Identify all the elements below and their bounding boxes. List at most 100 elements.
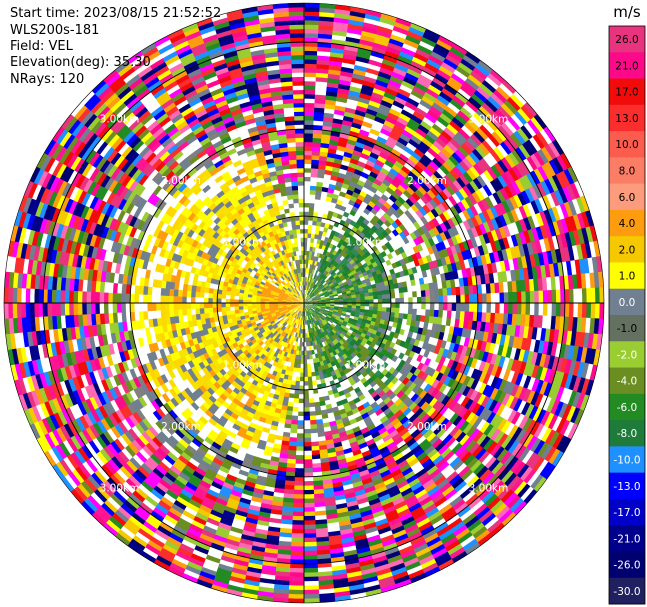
velocity-gate bbox=[446, 141, 459, 153]
velocity-gate bbox=[381, 95, 395, 105]
velocity-gate bbox=[334, 257, 340, 263]
velocity-gate bbox=[373, 83, 388, 93]
velocity-gate bbox=[303, 402, 310, 408]
velocity-gate bbox=[372, 120, 385, 129]
velocity-gate bbox=[334, 262, 340, 268]
velocity-gate bbox=[373, 222, 382, 230]
velocity-gate bbox=[295, 459, 304, 465]
velocity-gate bbox=[304, 289, 307, 295]
velocity-gate bbox=[310, 294, 315, 298]
velocity-gate bbox=[303, 511, 316, 517]
velocity-gate bbox=[529, 303, 535, 316]
velocity-gate bbox=[306, 290, 309, 295]
velocity-gate bbox=[491, 112, 506, 127]
velocity-gate bbox=[307, 291, 311, 296]
velocity-gate bbox=[304, 3, 321, 8]
velocity-gate bbox=[353, 187, 362, 195]
velocity-gate bbox=[364, 296, 370, 300]
velocity-gate bbox=[429, 105, 443, 117]
velocity-gate bbox=[308, 255, 312, 261]
velocity-gate bbox=[316, 50, 332, 57]
velocity-gate bbox=[433, 309, 439, 318]
velocity-gate bbox=[308, 268, 312, 274]
velocity-gate bbox=[377, 71, 392, 80]
velocity-gate bbox=[353, 168, 363, 177]
velocity-gate bbox=[406, 158, 417, 169]
velocity-gate bbox=[451, 303, 457, 312]
velocity-gate bbox=[304, 228, 309, 234]
velocity-gate bbox=[292, 402, 299, 408]
velocity-gate bbox=[315, 76, 329, 83]
velocity-gate bbox=[323, 275, 328, 281]
velocity-gate bbox=[303, 481, 314, 486]
velocity-gate bbox=[311, 224, 317, 231]
velocity-gate bbox=[429, 289, 435, 297]
velocity-gate bbox=[323, 116, 334, 123]
velocity-gate bbox=[325, 261, 331, 267]
velocity-gate bbox=[422, 66, 438, 78]
velocity-gate bbox=[305, 272, 308, 278]
velocity-gate bbox=[355, 198, 364, 206]
velocity-gate bbox=[408, 93, 423, 104]
velocity-gate bbox=[337, 248, 343, 254]
velocity-gate bbox=[344, 45, 359, 53]
velocity-gate bbox=[359, 190, 368, 198]
velocity-gate bbox=[380, 62, 396, 72]
velocity-gate bbox=[324, 222, 330, 229]
velocity-gate bbox=[319, 263, 324, 269]
velocity-gate bbox=[352, 68, 367, 77]
velocity-gate bbox=[412, 85, 427, 97]
velocity-gate bbox=[309, 411, 316, 417]
velocity-gate bbox=[365, 9, 383, 18]
velocity-gate bbox=[367, 104, 380, 113]
velocity-gate bbox=[443, 144, 456, 156]
velocity-gate bbox=[369, 128, 381, 137]
velocity-gate bbox=[319, 151, 329, 158]
velocity-gate bbox=[367, 200, 376, 209]
velocity-gate bbox=[322, 125, 333, 132]
velocity-gate bbox=[383, 219, 392, 228]
velocity-gate bbox=[347, 297, 353, 301]
velocity-gate bbox=[403, 297, 409, 304]
velocity-gate bbox=[293, 393, 300, 399]
velocity-gate bbox=[586, 287, 592, 304]
velocity-gate bbox=[358, 175, 368, 184]
velocity-gate bbox=[298, 394, 304, 399]
velocity-gate bbox=[363, 144, 374, 153]
velocity-gate bbox=[317, 282, 322, 287]
velocity-gate bbox=[402, 105, 416, 116]
velocity-gate bbox=[339, 255, 346, 262]
velocity-gate bbox=[514, 110, 528, 126]
velocity-gate bbox=[299, 376, 304, 382]
velocity-gate bbox=[465, 100, 480, 113]
velocity-gate bbox=[356, 101, 370, 109]
velocity-gate bbox=[325, 165, 334, 172]
velocity-gate bbox=[319, 11, 336, 18]
velocity-gate bbox=[295, 446, 304, 452]
velocity-gate bbox=[568, 303, 574, 318]
velocity-gate bbox=[431, 123, 445, 135]
velocity-gate bbox=[525, 303, 531, 316]
velocity-gate bbox=[344, 40, 360, 48]
velocity-gate bbox=[306, 359, 311, 365]
velocity-gate bbox=[304, 298, 307, 303]
velocity-gate bbox=[404, 101, 418, 112]
velocity-gate bbox=[477, 293, 483, 304]
velocity-gate bbox=[463, 139, 476, 153]
velocity-gate bbox=[295, 376, 301, 382]
velocity-gate bbox=[304, 176, 311, 182]
velocity-gate bbox=[327, 262, 333, 268]
velocity-gate bbox=[352, 117, 364, 126]
velocity-gate bbox=[381, 237, 389, 245]
velocity-gate bbox=[300, 368, 304, 373]
velocity-gate bbox=[314, 274, 319, 280]
velocity-gate bbox=[436, 94, 451, 107]
velocity-gate bbox=[449, 46, 466, 60]
velocity-gate bbox=[375, 159, 385, 168]
velocity-gate bbox=[403, 38, 420, 50]
velocity-gate bbox=[318, 24, 334, 31]
velocity-gate bbox=[388, 224, 396, 233]
velocity-gate bbox=[363, 207, 371, 216]
velocity-gate bbox=[306, 276, 309, 282]
velocity-gate bbox=[326, 214, 333, 221]
